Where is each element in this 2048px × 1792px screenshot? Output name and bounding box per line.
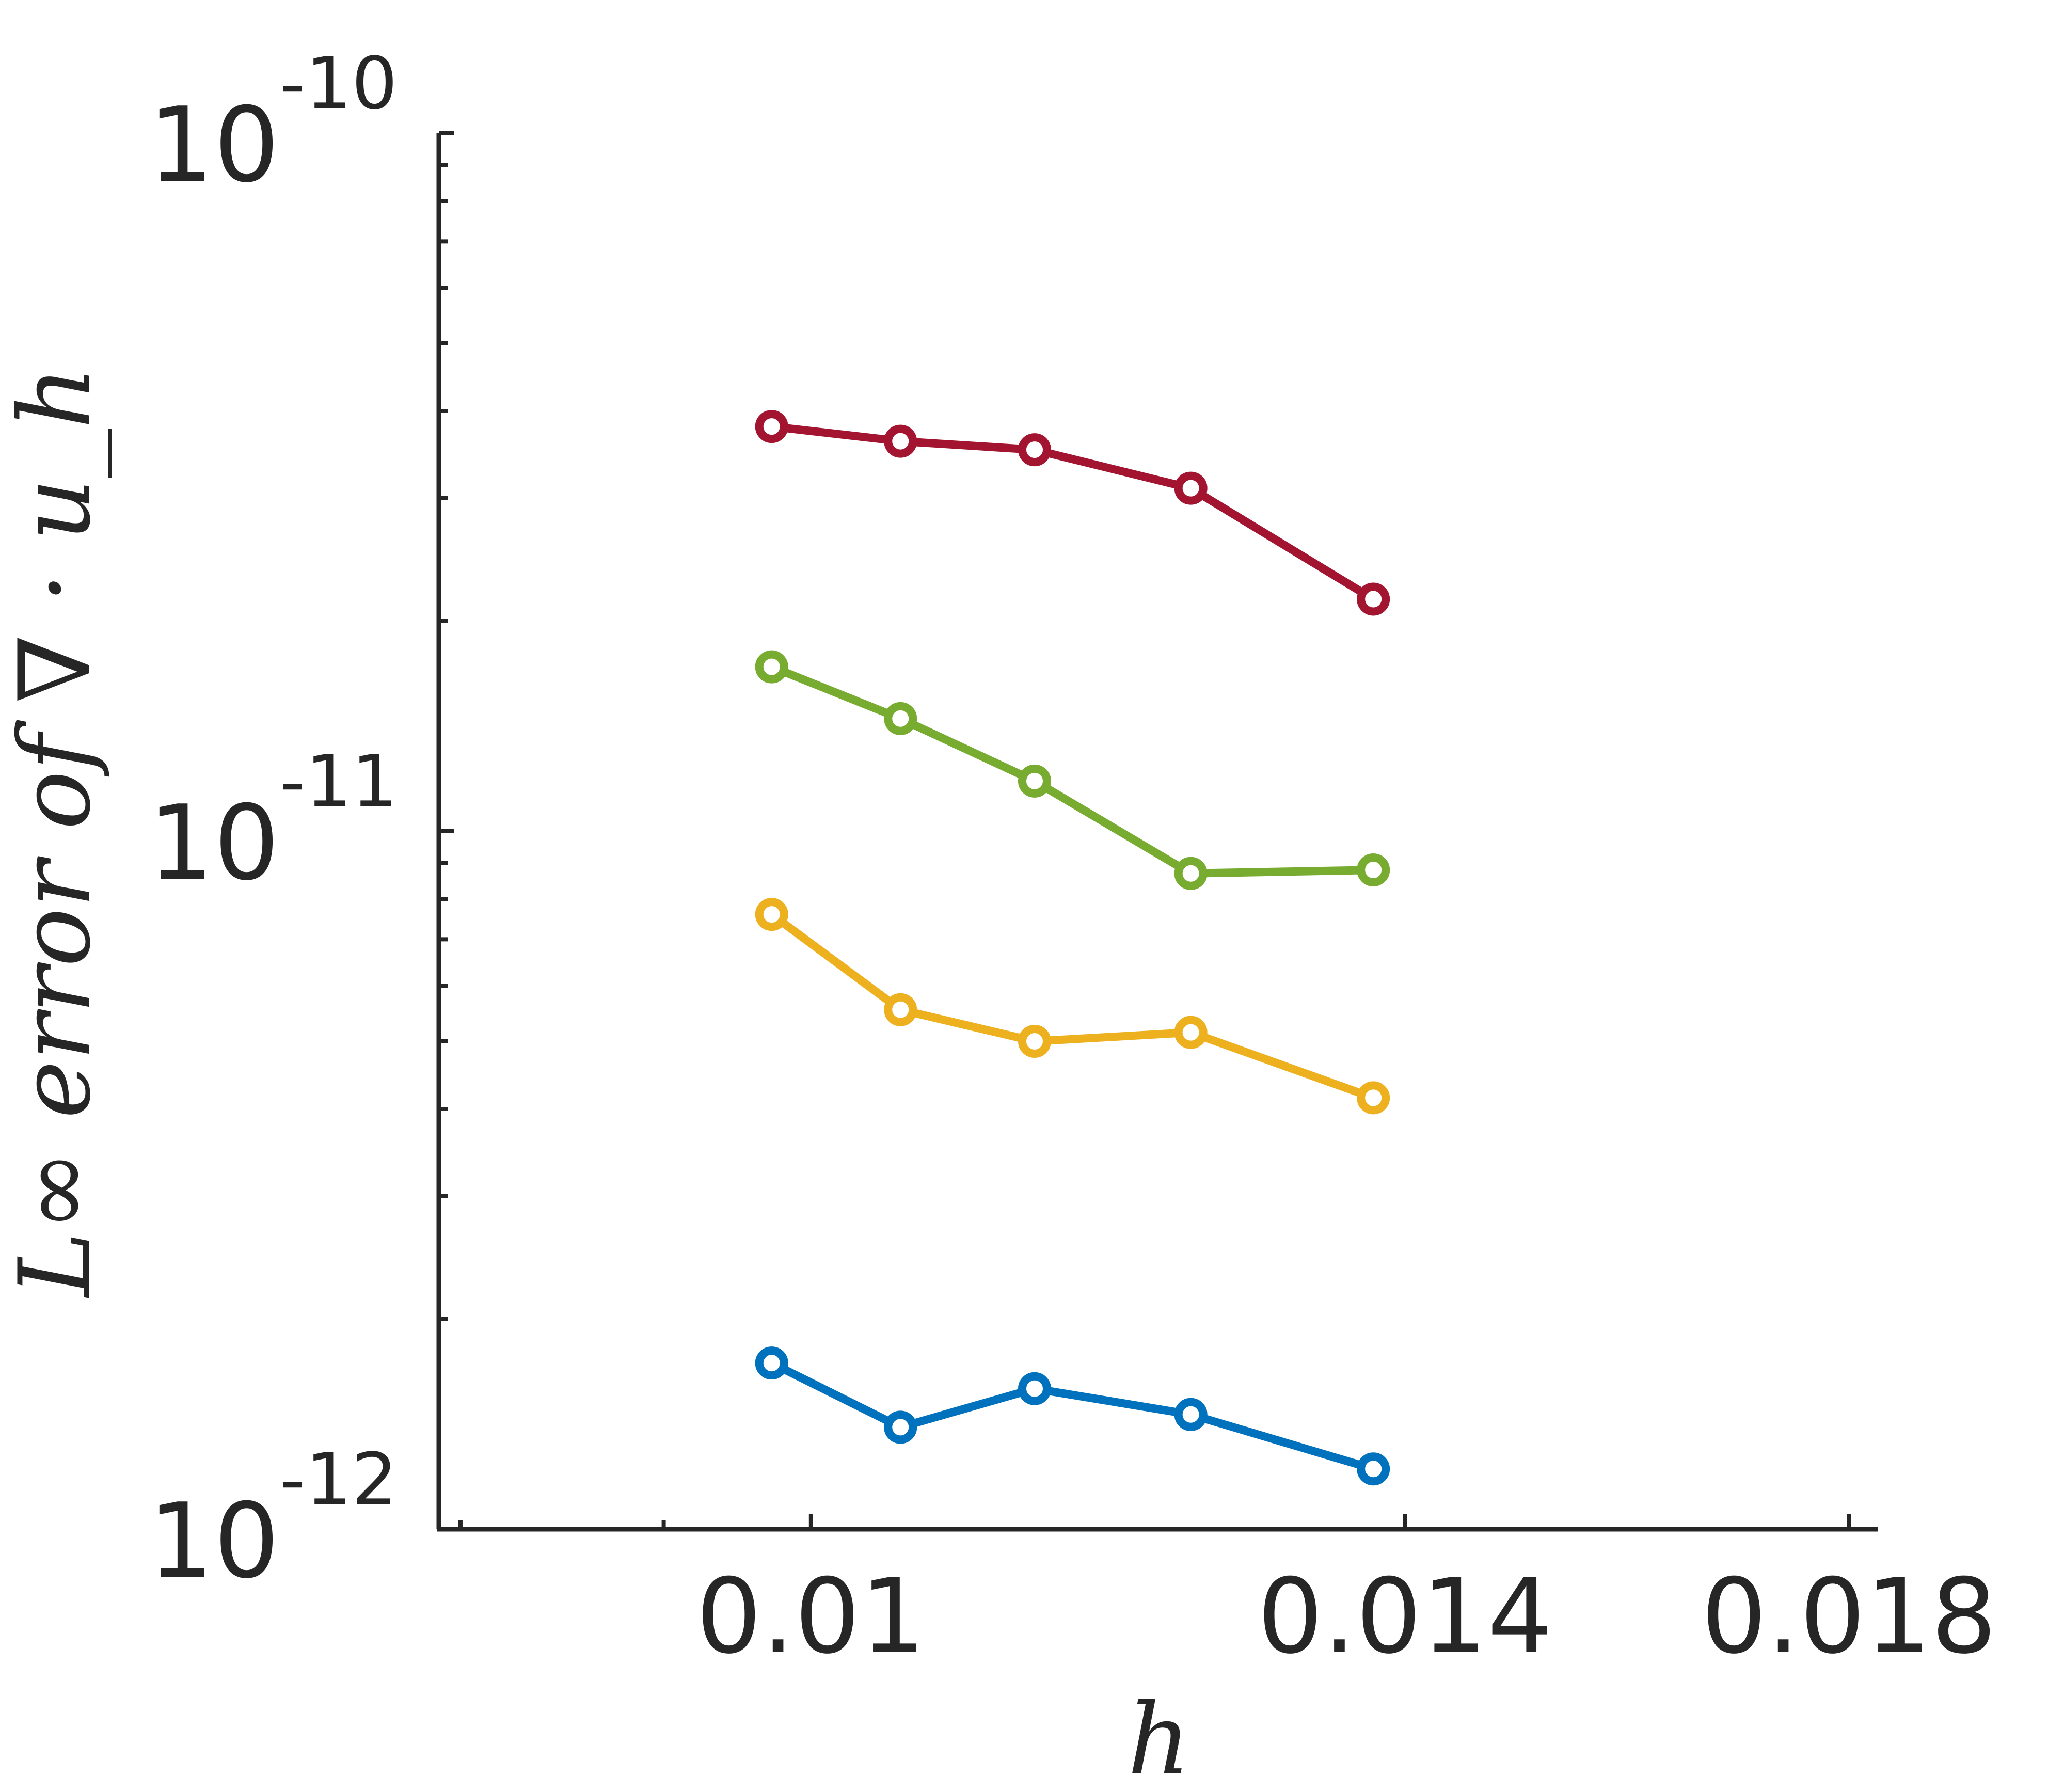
data-point	[1174, 1016, 1208, 1049]
data-point	[1174, 1398, 1208, 1431]
data-point	[884, 993, 917, 1026]
data-point	[1018, 1372, 1051, 1405]
data-point	[884, 702, 917, 735]
series-line	[770, 1359, 1375, 1473]
x-ticks	[458, 1514, 1851, 1529]
series-2	[755, 650, 1390, 890]
y-axis: 10-10 10-11 10-12	[148, 42, 454, 1601]
y-ticks	[439, 131, 454, 1531]
data-point	[1357, 1452, 1390, 1486]
data-point	[755, 650, 788, 684]
series-1	[755, 410, 1390, 616]
y-axis-title-text: L∞ error of ∇ · u_h	[0, 366, 112, 1298]
series-line	[770, 663, 1374, 878]
series-line	[769, 911, 1375, 1102]
data-point	[755, 410, 788, 443]
data-point	[1174, 471, 1208, 505]
data-point	[1357, 582, 1390, 616]
y-tick-labels: 10-10 10-11 10-12	[148, 42, 398, 1601]
x-tick-label: 0.018	[1701, 1557, 1997, 1677]
series-line	[771, 422, 1376, 603]
data-point	[1018, 764, 1051, 798]
data-point	[755, 898, 788, 931]
data-point	[1357, 1081, 1390, 1115]
y-axis-title: L∞ error of ∇ · u_h	[0, 366, 112, 1298]
series-4	[755, 1346, 1390, 1486]
x-tick-label: 0.01	[696, 1557, 926, 1677]
data-point	[884, 424, 917, 458]
data-point	[1357, 853, 1390, 887]
x-tick-label: 0.014	[1258, 1557, 1553, 1677]
y-tick-label: 10-10	[148, 42, 398, 205]
x-tick-labels: 0.01 0.014 0.018	[696, 1557, 1997, 1677]
data-point	[755, 1346, 788, 1380]
series-3	[755, 898, 1390, 1115]
data-point	[1174, 857, 1208, 890]
x-axis-title: h	[1128, 1683, 1190, 1792]
y-tick-label: 10-11	[148, 740, 398, 903]
data-point	[1018, 1024, 1051, 1058]
series-layer	[755, 410, 1390, 1486]
y-tick-label: 10-12	[148, 1438, 398, 1601]
x-axis: 0.01 0.014 0.018	[437, 1514, 1997, 1677]
data-point	[884, 1410, 917, 1444]
data-point	[1018, 433, 1051, 467]
